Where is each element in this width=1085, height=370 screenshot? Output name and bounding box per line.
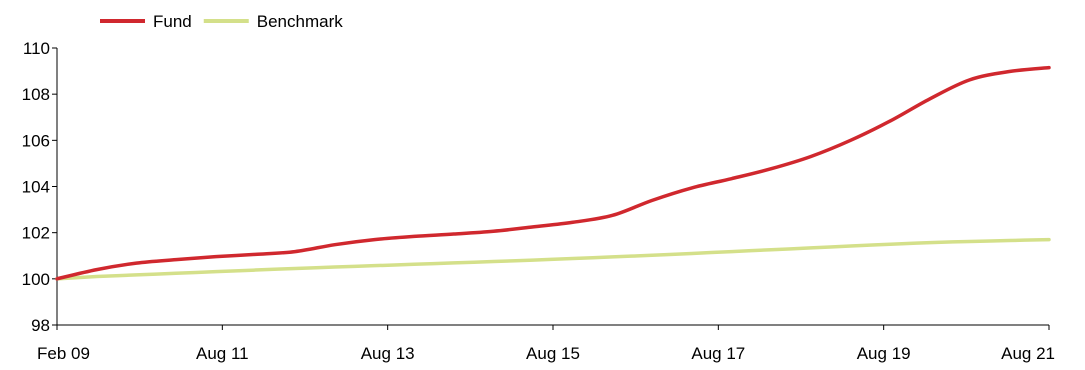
y-tick-label: 106 (22, 131, 50, 150)
fund-line (55, 65, 1051, 281)
x-tick-label: Aug 21 (1001, 344, 1055, 363)
y-tick-label: 110 (23, 39, 50, 58)
x-axis: Feb 09 Aug 11 Aug 13 Aug 15 Aug 17 Aug 19 Aug … (37, 324, 1055, 363)
y-axis: 98 100 102 104 106 108 110 (22, 39, 58, 335)
y-tick-label: 104 (22, 178, 50, 197)
x-tick-label: Aug 15 (526, 344, 580, 363)
x-tick-label: Feb 09 (37, 344, 90, 363)
y-tick-label: 108 (22, 85, 50, 104)
legend-label-benchmark: Benchmark (257, 12, 343, 31)
y-tick-label: 102 (22, 224, 50, 243)
series-lines (55, 65, 1051, 281)
benchmark-line (55, 237, 1051, 281)
legend: Fund Benchmark (100, 12, 343, 31)
x-tick-label: Aug 17 (691, 344, 745, 363)
x-tick-label: Aug 11 (196, 344, 249, 363)
y-tick-label: 100 (22, 270, 50, 289)
x-tick-label: Aug 19 (857, 344, 911, 363)
legend-label-fund: Fund (153, 12, 192, 31)
y-tick-label: 98 (31, 316, 50, 335)
x-tick-label: Aug 13 (361, 344, 415, 363)
